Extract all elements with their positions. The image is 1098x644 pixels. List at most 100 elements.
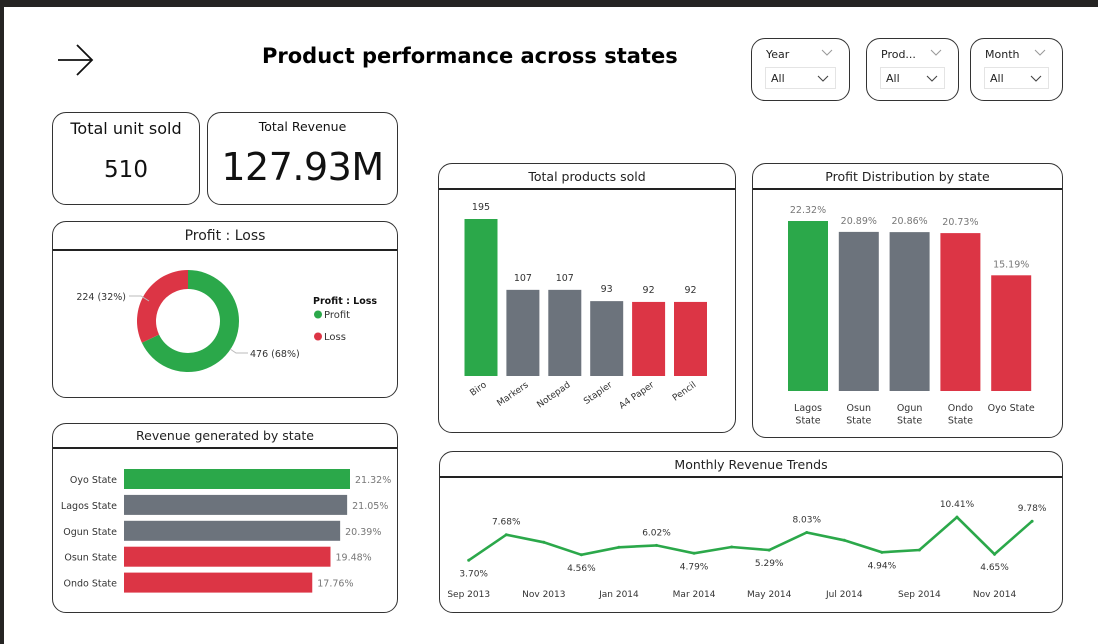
slicer-year[interactable]: Year All: [751, 38, 850, 101]
category-label: Notepad: [535, 380, 572, 410]
chevron-down-icon: [926, 75, 938, 82]
category-label: Ondo State: [63, 579, 117, 590]
x-tick-label: Jan 2014: [598, 590, 639, 600]
revenue-by-state-title: Revenue generated by state: [53, 424, 397, 449]
bar-notepad: [548, 289, 582, 376]
profit-loss-title: Profit : Loss: [53, 222, 397, 251]
category-label: State: [948, 416, 973, 427]
products-sold-card: Total products sold: [438, 163, 736, 433]
data-label: 92: [643, 285, 655, 296]
category-label: Osun: [847, 403, 871, 414]
data-point: [955, 515, 959, 519]
data-label: 20.86%: [891, 216, 927, 227]
donut-slice-profit: [141, 270, 240, 372]
slicer-product[interactable]: Prod... All: [866, 38, 959, 101]
bar-stapler: [590, 301, 624, 376]
data-label: 20.39%: [345, 527, 381, 538]
data-label: 92: [684, 285, 696, 296]
slicer-month-value: All: [990, 72, 1004, 85]
data-label: 93: [601, 284, 613, 295]
data-label: 10.41%: [940, 500, 975, 510]
x-tick-label: Sep 2013: [447, 590, 490, 600]
products-sold-chart: 195 Biro 107 Markers 107 Notepad 93 Stapler 92 A4…: [464, 202, 707, 412]
data-label: 22.32%: [790, 205, 826, 216]
legend-marker-loss: [314, 332, 322, 341]
leader-line-profit: [229, 348, 248, 354]
bar-ondo-state: [940, 233, 981, 391]
slicer-month-label: Month: [985, 48, 1020, 61]
x-tick-label: Mar 2014: [673, 590, 716, 600]
data-label: 19.48%: [335, 553, 371, 564]
slicer-month-dropdown[interactable]: All: [984, 67, 1049, 89]
data-label-loss: 224 (32%): [76, 292, 126, 303]
data-label: 21.32%: [355, 475, 391, 486]
slicer-product-value: All: [886, 72, 900, 85]
data-label: 5.29%: [755, 559, 784, 569]
profit-loss-donut-chart: 224 (32%) 476 (68%) Profit : Loss Profit Los…: [76, 270, 377, 372]
data-label-profit: 476 (68%): [250, 349, 300, 360]
x-tick-label: Sep 2014: [898, 590, 941, 600]
legend-label-profit: Profit: [324, 310, 350, 321]
bar-ogun-state: [889, 232, 930, 391]
x-tick-label: Nov 2014: [973, 590, 1017, 600]
data-point: [880, 550, 884, 554]
bar-osun-state: [124, 546, 331, 567]
category-label: Osun State: [64, 553, 117, 564]
category-label: State: [846, 416, 871, 427]
legend-marker-profit: [314, 310, 322, 319]
category-label: State: [795, 416, 820, 427]
slicer-product-label: Prod...: [881, 48, 916, 61]
bar-ondo-state: [124, 572, 313, 593]
bar-markers: [506, 289, 540, 376]
data-label: 15.19%: [993, 259, 1029, 270]
slicer-product-dropdown[interactable]: All: [880, 67, 945, 89]
slicer-year-label: Year: [766, 48, 790, 61]
data-label: 9.78%: [1018, 504, 1047, 514]
arrow-right-icon[interactable]: [56, 42, 96, 78]
chevron-down-icon[interactable]: [821, 47, 833, 57]
data-point: [579, 553, 583, 557]
category-label: Ondo: [948, 403, 974, 414]
kpi-units-value: 510: [104, 157, 148, 183]
data-label: 4.94%: [868, 561, 897, 571]
data-point: [692, 551, 696, 555]
data-label: 20.89%: [841, 216, 877, 227]
chevron-down-icon: [817, 75, 829, 82]
category-label: Oyo State: [70, 475, 117, 486]
bar-osun-state: [838, 231, 879, 391]
chevron-down-icon[interactable]: [930, 47, 942, 57]
monthly-revenue-chart: 3.70% 7.68% 4.56% 6.02% 4.79% 5.29% 8.03% 4.94%…: [447, 500, 1047, 600]
x-tick-label: May 2014: [747, 590, 792, 600]
x-tick-label: Nov 2013: [522, 590, 565, 600]
profit-by-state-chart: 22.32% Lagos State 20.89% Osun State 20.86% Ogu…: [788, 205, 1035, 427]
donut-slice-loss: [137, 270, 188, 343]
page-title: Product performance across states: [262, 44, 678, 68]
data-label: 3.70%: [459, 569, 488, 579]
data-label: 17.76%: [317, 579, 353, 590]
slicer-year-dropdown[interactable]: All: [765, 67, 836, 89]
data-point: [842, 538, 846, 542]
category-label: Pencil: [671, 380, 698, 403]
monthly-revenue-card: Monthly Revenue Trends: [439, 451, 1063, 613]
bar-a4-paper: [632, 301, 666, 376]
data-point: [467, 558, 471, 562]
slicer-month[interactable]: Month All: [970, 38, 1063, 101]
category-label: Ogun State: [63, 527, 117, 538]
data-label: 21.05%: [352, 501, 388, 512]
kpi-revenue-title: Total Revenue: [258, 119, 347, 134]
category-label: A4 Paper: [618, 380, 657, 411]
bar-ogun-state: [124, 520, 341, 541]
category-label: Biro: [468, 380, 489, 399]
data-point: [655, 543, 658, 547]
kpi-card-revenue: Total Revenue 127.93M: [207, 112, 398, 205]
category-label: Stapler: [582, 380, 614, 407]
data-point: [993, 552, 997, 556]
data-point: [1030, 519, 1034, 523]
data-point: [805, 530, 809, 534]
legend-label-loss: Loss: [324, 332, 346, 343]
leader-line-loss: [129, 295, 150, 302]
bar-lagos-state: [124, 494, 348, 515]
data-label: 20.73%: [942, 217, 978, 228]
data-point: [767, 548, 771, 552]
chevron-down-icon[interactable]: [1034, 47, 1046, 57]
